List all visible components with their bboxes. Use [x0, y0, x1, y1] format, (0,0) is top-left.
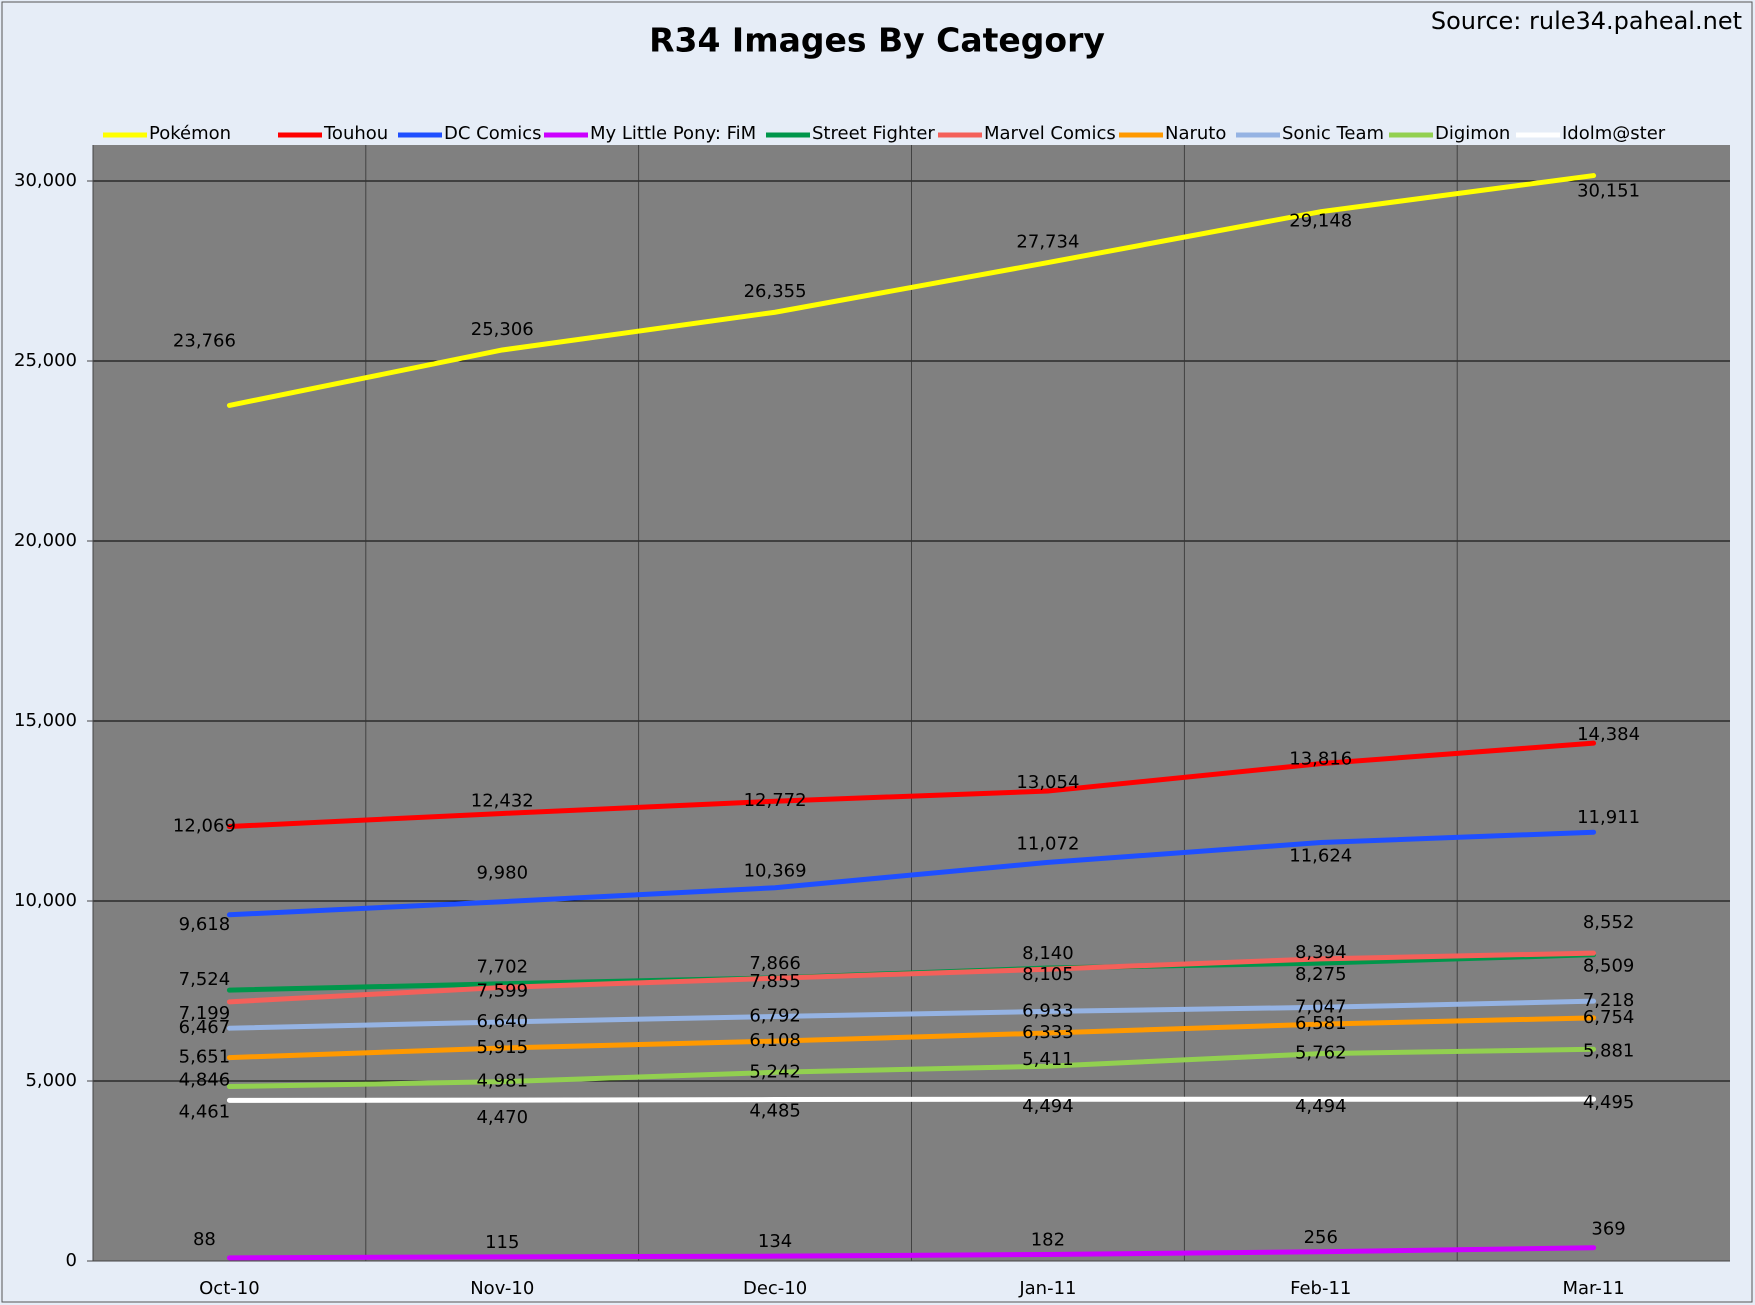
y-tick-label: 20,000 [14, 530, 77, 551]
x-tick-label: Nov-10 [470, 1278, 534, 1299]
x-tick-label: Mar-11 [1562, 1278, 1624, 1299]
data-label: 7,218 [1583, 990, 1635, 1011]
y-tick-label: 0 [66, 1250, 77, 1271]
data-label: 7,047 [1295, 996, 1347, 1017]
data-label: 4,485 [749, 1101, 801, 1122]
data-label: 9,980 [476, 863, 528, 884]
x-tick-label: Dec-10 [743, 1278, 807, 1299]
data-label: 7,199 [179, 1003, 231, 1024]
data-label: 11,911 [1577, 807, 1640, 828]
series-line [226, 998, 1597, 1031]
data-label: 6,754 [1583, 1007, 1635, 1028]
y-tick-label: 10,000 [14, 890, 77, 911]
data-label: 26,355 [744, 281, 807, 302]
data-label: 6,640 [476, 1011, 528, 1032]
legend-label: Pokémon [149, 123, 231, 144]
data-label: 6,108 [749, 1030, 801, 1051]
data-label: 4,494 [1295, 1096, 1347, 1117]
series-line [226, 1245, 1597, 1261]
series-line [226, 829, 1597, 918]
data-label: 6,792 [749, 1005, 801, 1026]
data-label: 7,855 [749, 971, 801, 992]
y-tick-label: 15,000 [14, 710, 77, 731]
data-label: 4,846 [179, 1070, 231, 1091]
source-note: Source: rule34.paheal.net [1431, 7, 1742, 35]
data-label: 182 [1031, 1229, 1065, 1250]
legend-label: Street Fighter [812, 123, 935, 144]
data-label: 8,509 [1583, 956, 1635, 977]
legend-label: Naruto [1165, 123, 1226, 144]
legend-label: Touhou [323, 123, 388, 144]
x-tick-label: Oct-10 [199, 1278, 260, 1299]
data-label: 7,702 [476, 957, 528, 978]
data-label: 4,461 [179, 1101, 231, 1122]
data-label: 6,333 [1022, 1022, 1074, 1043]
data-label: 4,495 [1583, 1092, 1635, 1113]
data-label: 12,069 [173, 816, 236, 837]
data-label: 12,772 [744, 790, 807, 811]
chart-title: R34 Images By Category [649, 21, 1105, 60]
x-tick-label: Jan-11 [1018, 1278, 1076, 1299]
data-label: 11,072 [1016, 833, 1079, 854]
data-label: 14,384 [1577, 724, 1640, 745]
legend-label: Digimon [1435, 123, 1510, 144]
data-label: 369 [1591, 1219, 1625, 1240]
data-label: 5,242 [749, 1061, 801, 1082]
data-label: 8,394 [1295, 942, 1347, 963]
data-label: 115 [485, 1232, 519, 1253]
data-label: 25,306 [471, 319, 534, 340]
series-line [226, 1015, 1597, 1061]
data-label: 7,599 [476, 980, 528, 1001]
data-label: 5,651 [179, 1047, 231, 1068]
data-label: 7,866 [749, 953, 801, 974]
legend-label: DC Comics [444, 123, 542, 144]
data-label: 5,915 [476, 1037, 528, 1058]
data-label: 29,148 [1289, 211, 1352, 232]
series-line [226, 740, 1597, 830]
legend-label: Sonic Team [1282, 123, 1384, 144]
data-label: 5,411 [1022, 1049, 1074, 1070]
data-label: 4,494 [1022, 1096, 1074, 1117]
data-label: 88 [193, 1229, 216, 1250]
data-label: 27,734 [1016, 232, 1079, 253]
data-label: 6,467 [179, 1017, 231, 1038]
y-tick-label: 30,000 [14, 170, 77, 191]
data-label: 30,151 [1577, 181, 1640, 202]
data-label: 4,470 [476, 1107, 528, 1128]
data-label: 256 [1304, 1227, 1338, 1248]
data-label: 8,275 [1295, 964, 1347, 985]
data-label: 10,369 [744, 861, 807, 882]
data-label: 6,933 [1022, 1000, 1074, 1021]
data-label: 5,881 [1583, 1040, 1635, 1061]
data-label: 134 [758, 1231, 792, 1252]
series-line [226, 1096, 1597, 1103]
series-line [226, 1046, 1597, 1090]
data-label: 8,105 [1022, 964, 1074, 985]
y-tick-label: 5,000 [25, 1070, 77, 1091]
data-label: 6,581 [1295, 1013, 1347, 1034]
data-label: 5,762 [1295, 1043, 1347, 1064]
data-label: 13,816 [1289, 749, 1352, 770]
y-tick-label: 25,000 [14, 350, 77, 371]
data-label: 23,766 [173, 330, 236, 351]
data-label: 7,524 [179, 969, 231, 990]
data-label: 13,054 [1016, 772, 1079, 793]
data-label: 11,624 [1289, 846, 1352, 867]
legend-label: My Little Pony: FiM [590, 123, 756, 144]
x-tick-label: Feb-11 [1290, 1278, 1351, 1299]
data-label: 12,432 [471, 790, 534, 811]
series-line [226, 950, 1597, 1005]
data-label: 8,140 [1022, 943, 1074, 964]
data-label: 9,618 [179, 914, 231, 935]
legend-label: Marvel Comics [984, 123, 1116, 144]
data-label: 4,981 [476, 1071, 528, 1092]
legend-label: Idolm@ster [1562, 123, 1666, 144]
series-line [226, 173, 1597, 408]
data-label: 8,552 [1583, 912, 1635, 933]
